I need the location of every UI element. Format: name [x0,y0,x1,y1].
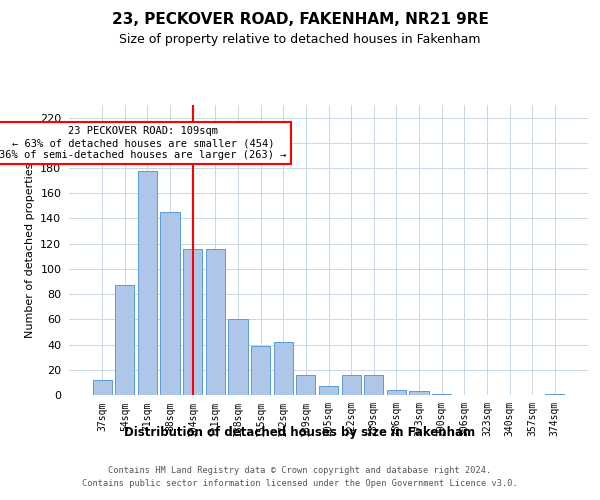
Text: Distribution of detached houses by size in Fakenham: Distribution of detached houses by size … [124,426,476,439]
Text: 23 PECKOVER ROAD: 109sqm
← 63% of detached houses are smaller (454)
36% of semi-: 23 PECKOVER ROAD: 109sqm ← 63% of detach… [0,126,287,160]
Bar [183,248,202,395]
Bar [92,380,112,395]
Bar [115,286,134,395]
Bar [160,212,180,395]
Bar [432,394,451,395]
Bar [319,386,338,395]
Bar [341,375,361,395]
Bar [251,346,270,395]
Bar [138,170,157,395]
Text: Size of property relative to detached houses in Fakenham: Size of property relative to detached ho… [119,32,481,46]
Bar [296,375,316,395]
Bar [545,394,565,395]
Bar [364,375,383,395]
Bar [409,391,428,395]
Text: Contains HM Land Registry data © Crown copyright and database right 2024.
Contai: Contains HM Land Registry data © Crown c… [82,466,518,487]
Bar [387,390,406,395]
Y-axis label: Number of detached properties: Number of detached properties [25,162,35,338]
Bar [274,342,293,395]
Bar [206,248,225,395]
Text: 23, PECKOVER ROAD, FAKENHAM, NR21 9RE: 23, PECKOVER ROAD, FAKENHAM, NR21 9RE [112,12,488,28]
Bar [229,320,248,395]
